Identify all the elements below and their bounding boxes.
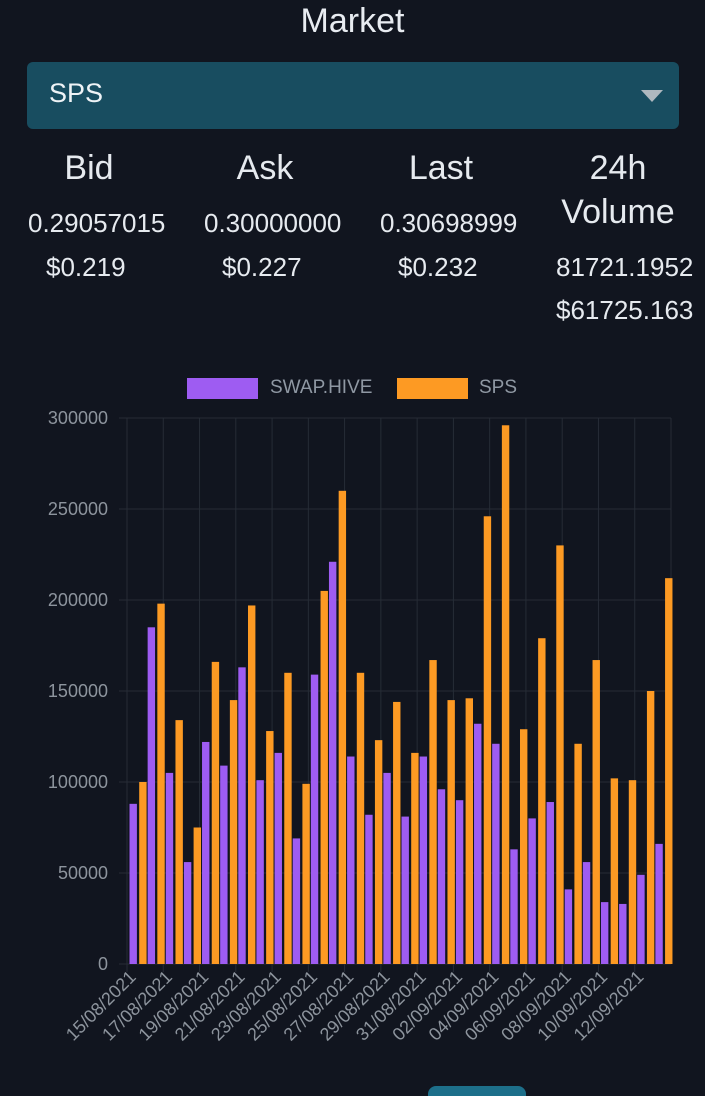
bar-sps[interactable] bbox=[574, 743, 582, 964]
bar-swap-hive[interactable] bbox=[510, 849, 518, 964]
bar-sps[interactable] bbox=[211, 661, 220, 964]
bar-sps[interactable] bbox=[393, 701, 401, 964]
bar-sps[interactable] bbox=[302, 783, 310, 964]
bar-sps[interactable] bbox=[646, 691, 655, 964]
bar-swap-hive[interactable] bbox=[619, 903, 627, 964]
volume-label: 24h Volume bbox=[556, 146, 680, 234]
y-tick-label: 300000 bbox=[48, 408, 108, 428]
chart-x-axis: 15/08/202117/08/202119/08/202121/08/2021… bbox=[62, 967, 648, 1045]
y-tick-label: 150000 bbox=[48, 681, 108, 701]
bar-sps[interactable] bbox=[229, 700, 238, 964]
bar-swap-hive[interactable] bbox=[147, 627, 156, 964]
bar-sps[interactable] bbox=[447, 700, 455, 964]
volume-label-line2: Volume bbox=[561, 193, 675, 231]
market-select-value: SPS bbox=[49, 78, 104, 108]
bid-price: 0.29057015 bbox=[28, 208, 166, 238]
bottom-tab-indicator[interactable] bbox=[428, 1086, 526, 1096]
bar-swap-hive[interactable] bbox=[419, 756, 428, 964]
bar-swap-hive[interactable] bbox=[637, 874, 645, 964]
legend-swatch-swap-hive[interactable] bbox=[187, 378, 258, 399]
last-label: Last bbox=[408, 149, 474, 187]
legend-swatch-sps[interactable] bbox=[397, 378, 468, 399]
bar-sps[interactable] bbox=[610, 778, 619, 964]
volume-usd: $61725.163 bbox=[556, 295, 694, 325]
page-title: Market bbox=[300, 2, 405, 40]
ask-usd: $0.227 bbox=[222, 252, 302, 282]
bar-sps[interactable] bbox=[429, 660, 437, 964]
bar-swap-hive[interactable] bbox=[220, 765, 228, 964]
bar-sps[interactable] bbox=[284, 672, 292, 964]
last-usd: $0.232 bbox=[398, 252, 478, 282]
bar-sps[interactable] bbox=[556, 545, 564, 964]
bar-swap-hive[interactable] bbox=[401, 816, 409, 964]
bar-swap-hive[interactable] bbox=[165, 772, 174, 964]
volume-label-line1: 24h bbox=[589, 149, 647, 187]
last-price: 0.30698999 bbox=[380, 208, 518, 238]
bar-swap-hive[interactable] bbox=[437, 789, 446, 964]
bar-sps[interactable] bbox=[139, 782, 147, 964]
y-tick-label: 250000 bbox=[48, 499, 108, 519]
bar-swap-hive[interactable] bbox=[655, 843, 663, 964]
chevron-down-icon[interactable] bbox=[641, 90, 663, 102]
bar-sps[interactable] bbox=[374, 740, 383, 964]
ask-label: Ask bbox=[236, 149, 294, 187]
bar-swap-hive[interactable] bbox=[292, 838, 301, 964]
bar-sps[interactable] bbox=[411, 752, 419, 964]
bar-sps[interactable] bbox=[665, 578, 673, 964]
chart-y-axis: 0 50000 100000 150000 200000 250000 300000 bbox=[48, 408, 108, 974]
bar-swap-hive[interactable] bbox=[202, 741, 210, 964]
legend-label-swap-hive[interactable]: SWAP.HIVE bbox=[270, 377, 373, 398]
y-tick-label: 0 bbox=[98, 954, 108, 974]
bar-swap-hive[interactable] bbox=[310, 674, 319, 964]
bar-swap-hive[interactable] bbox=[347, 756, 355, 964]
bar-sps[interactable] bbox=[338, 490, 347, 964]
bar-swap-hive[interactable] bbox=[582, 862, 591, 964]
bar-swap-hive[interactable] bbox=[383, 772, 391, 964]
bar-swap-hive[interactable] bbox=[256, 780, 264, 964]
bar-swap-hive[interactable] bbox=[474, 723, 482, 964]
bar-sps[interactable] bbox=[483, 516, 492, 964]
bar-sps[interactable] bbox=[157, 603, 165, 964]
bar-swap-hive[interactable] bbox=[365, 814, 373, 964]
chart-bars bbox=[129, 425, 673, 965]
volume-bar-chart: 0 50000 100000 150000 200000 250000 300000 15/… bbox=[48, 408, 673, 1045]
bar-swap-hive[interactable] bbox=[492, 743, 500, 964]
bar-sps[interactable] bbox=[193, 827, 201, 965]
bar-swap-hive[interactable] bbox=[328, 561, 337, 964]
bar-sps[interactable] bbox=[520, 729, 528, 964]
y-tick-label: 50000 bbox=[58, 863, 108, 883]
y-tick-label: 100000 bbox=[48, 772, 108, 792]
bar-sps[interactable] bbox=[538, 638, 546, 964]
bar-sps[interactable] bbox=[175, 720, 183, 964]
bar-sps[interactable] bbox=[248, 605, 256, 964]
bar-sps[interactable] bbox=[465, 698, 473, 964]
ask-price: 0.30000000 bbox=[204, 208, 342, 238]
bar-sps[interactable] bbox=[501, 425, 510, 964]
bar-swap-hive[interactable] bbox=[600, 902, 609, 964]
legend-label-sps[interactable]: SPS bbox=[479, 377, 518, 398]
bar-swap-hive[interactable] bbox=[455, 800, 464, 964]
bar-sps[interactable] bbox=[320, 590, 328, 964]
bid-usd: $0.219 bbox=[46, 252, 126, 282]
bid-label: Bid bbox=[64, 149, 114, 187]
market-select[interactable]: SPS bbox=[27, 62, 679, 129]
volume-amount: 81721.1952 bbox=[556, 252, 694, 282]
bar-swap-hive[interactable] bbox=[528, 818, 536, 964]
bar-swap-hive[interactable] bbox=[546, 802, 554, 964]
bar-sps[interactable] bbox=[356, 672, 365, 964]
bar-sps[interactable] bbox=[628, 780, 637, 964]
bar-sps[interactable] bbox=[266, 731, 274, 964]
bar-swap-hive[interactable] bbox=[129, 803, 137, 964]
bar-sps[interactable] bbox=[592, 660, 600, 964]
bar-swap-hive[interactable] bbox=[274, 752, 282, 964]
bar-swap-hive[interactable] bbox=[238, 667, 246, 964]
y-tick-label: 200000 bbox=[48, 590, 108, 610]
bar-swap-hive[interactable] bbox=[183, 862, 192, 964]
bar-swap-hive[interactable] bbox=[564, 889, 573, 964]
